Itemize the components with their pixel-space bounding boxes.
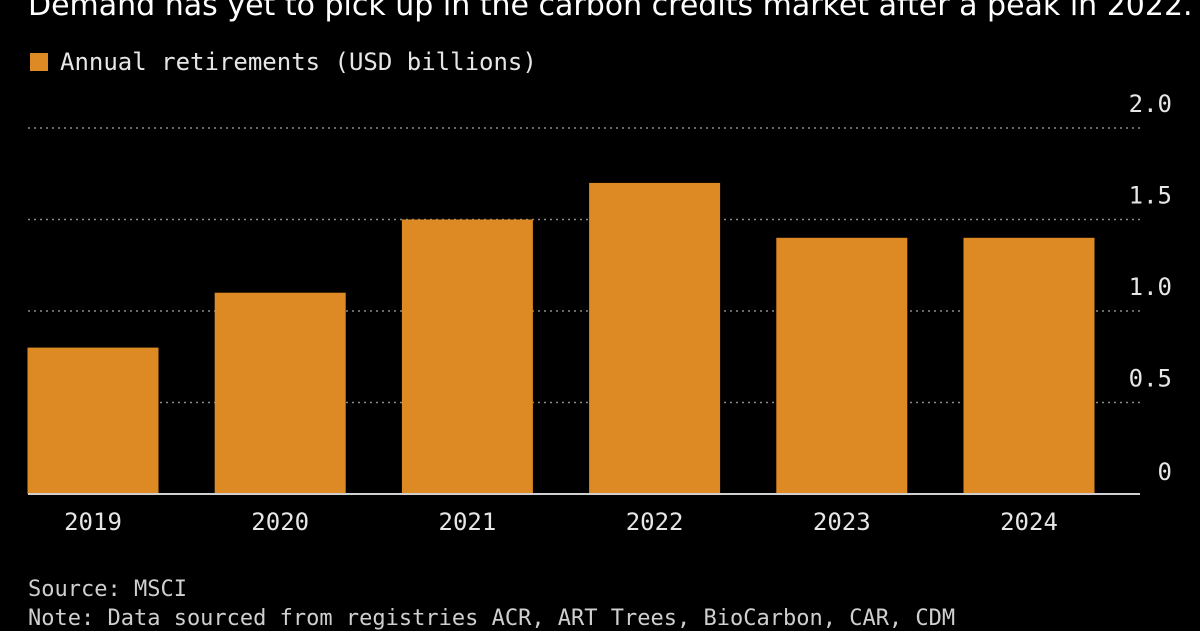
y-tick-label: 0 bbox=[1158, 458, 1172, 486]
data-note: Note: Data sourced from registries ACR, … bbox=[28, 606, 956, 631]
chart-title: Demand has yet to pick up in the carbon … bbox=[28, 0, 1193, 23]
legend-label: Annual retirements (USD billions) bbox=[60, 48, 537, 76]
x-tick-label: 2023 bbox=[813, 508, 871, 536]
x-tick-label: 2021 bbox=[439, 508, 497, 536]
bar-2019 bbox=[27, 347, 159, 494]
x-tick-label: 2020 bbox=[251, 508, 309, 536]
bar-2020 bbox=[214, 292, 346, 494]
y-tick-label: 1.0 bbox=[1129, 273, 1172, 301]
legend-swatch bbox=[30, 53, 48, 71]
bar-2022 bbox=[589, 182, 721, 494]
legend: Annual retirements (USD billions) bbox=[30, 48, 537, 76]
x-tick-label: 2022 bbox=[626, 508, 684, 536]
y-tick-label: 0.5 bbox=[1129, 365, 1172, 393]
source-note: Source: MSCI bbox=[28, 577, 187, 602]
y-tick-label: 1.5 bbox=[1129, 182, 1172, 210]
x-tick-label: 2019 bbox=[64, 508, 122, 536]
y-tick-label: 2.0 bbox=[1129, 90, 1172, 118]
bar-2021 bbox=[401, 219, 533, 494]
bar-2024 bbox=[963, 237, 1095, 495]
x-tick-label: 2024 bbox=[1000, 508, 1058, 536]
bar-2023 bbox=[776, 237, 908, 495]
